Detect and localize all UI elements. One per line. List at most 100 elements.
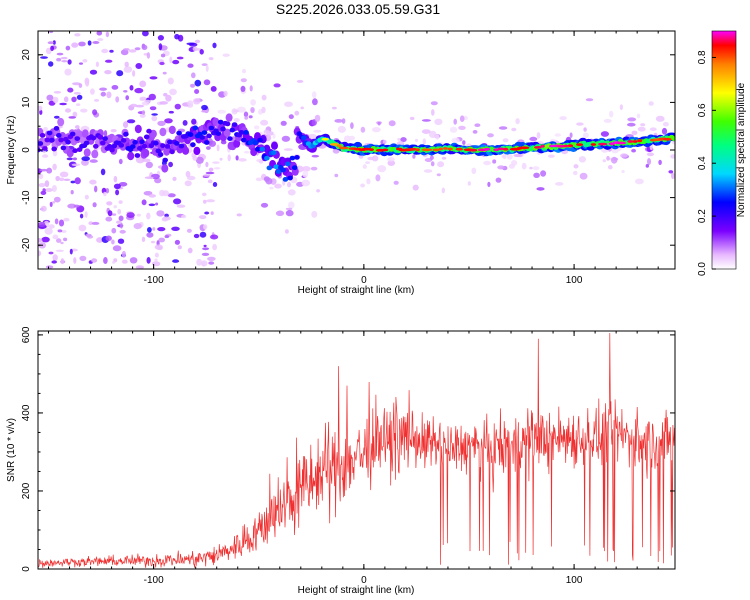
spectrogram-noise-blob [260, 202, 269, 208]
spectrogram-noise-blob [365, 161, 371, 165]
spectrogram-noise-blob [453, 118, 458, 125]
spectrogram-noise-blob [513, 153, 522, 158]
spectrogram-noise-blob [498, 126, 508, 130]
spectrogram-noise-blob [139, 80, 147, 88]
spectrogram-noise-blob [310, 166, 318, 171]
spectrogram-noise-blob [540, 170, 547, 177]
spectrogram-ridge-outer [193, 146, 201, 156]
spectrogram-noise-blob [90, 88, 95, 95]
spectrogram-ridge-mid [72, 148, 78, 154]
spectrogram-ridge-core [329, 143, 340, 146]
spectrogram-ridge-mid [241, 137, 247, 143]
spectrogram-ridge-core [497, 147, 505, 151]
spectrogram-noise-blob [38, 173, 44, 180]
spectrogram-noise-blob [483, 160, 492, 166]
spectrogram-noise-blob [236, 213, 242, 217]
spectrogram-noise-blob [182, 120, 188, 126]
colorbar-tick-label: 0.4 [697, 156, 708, 170]
spectrogram-ridge-mid [49, 137, 55, 143]
spectrogram-noise-blob [126, 212, 135, 219]
spectrogram-noise-blob [511, 127, 517, 132]
spectrogram-noise-blob [89, 69, 98, 75]
spectrogram-noise-blob [71, 163, 81, 167]
spectrogram-noise-blob [38, 238, 43, 243]
colorbar-tick-label: 0.2 [697, 209, 708, 223]
spectrogram-noise-blob [103, 257, 108, 264]
spectrogram-noise-blob [113, 183, 121, 189]
spectrogram-noise-blob [250, 107, 255, 113]
spectrogram-noise-blob [156, 210, 165, 217]
snr-x-label: Height of straight line (km) [298, 585, 415, 596]
spectrogram-noise-blob [620, 153, 628, 158]
spectrogram-ridge-mid [176, 130, 182, 136]
spectrogram-ridge-mid [167, 139, 173, 145]
spectrogram-ridge-mid [106, 144, 113, 149]
spectrogram-noise-blob [372, 127, 381, 133]
spectrogram-noise-blob [113, 205, 117, 209]
spectrogram-noise-blob [142, 158, 151, 162]
colorbar-ticks: 0.0 0.2 0.4 0.6 0.8 [697, 50, 716, 276]
spectrogram-noise-blob [382, 139, 387, 144]
spectrogram-noise-blob [253, 125, 260, 130]
spectrogram-noise-blob [120, 49, 129, 56]
spectrogram-noise-blob [168, 161, 174, 168]
spectrogram-noise-blob [435, 134, 440, 140]
spectrogram-noise-blob [121, 259, 128, 264]
spectrogram-ridge-mid [157, 152, 164, 158]
spectrogram-noise-blob [301, 179, 310, 187]
spectrogram-noise-blob [350, 122, 354, 129]
spectrogram-ridge-outer [223, 128, 231, 137]
spectrogram-noise-blob [172, 259, 180, 263]
spectrogram-noise-blob [670, 154, 675, 159]
y-tick-label: 20 [21, 49, 32, 61]
spectrogram-noise-blob [105, 216, 113, 222]
spectrogram-noise-blob [397, 138, 401, 141]
spectrogram-noise-blob [367, 156, 375, 161]
spectrogram-ridge-mid [271, 150, 277, 156]
spectrogram-noise-blob [223, 90, 228, 97]
spectrogram-noise-blob [260, 119, 269, 126]
spectrogram-noise-blob [258, 160, 264, 164]
spectrogram-noise-blob [536, 132, 541, 139]
spectrogram-noise-blob [128, 49, 137, 53]
spectrogram-noise-blob [515, 118, 520, 125]
spectrogram-noise-blob [311, 91, 317, 99]
spectrogram-noise-blob [437, 161, 445, 168]
spectrogram-ridge-mid [187, 132, 194, 138]
spectrogram-noise-blob [185, 170, 191, 178]
spectrogram-noise-blob [521, 162, 527, 170]
spectrogram-noise-blob [84, 194, 89, 200]
spectrogram-ridge-mid [141, 143, 148, 149]
spectrogram-noise-blob [301, 166, 311, 172]
spectrogram-noise-blob [261, 94, 267, 101]
spectrogram-noise-blob [332, 106, 337, 110]
spectrogram-noise-blob [74, 177, 81, 185]
spectrogram-noise-blob [109, 49, 114, 53]
spectrogram-noise-blob [502, 138, 509, 143]
spectrogram-noise-blob [449, 126, 458, 133]
spectrogram-noise-blob [73, 204, 80, 208]
spectrogram-noise-blob [193, 98, 201, 105]
spectrogram-noise-blob [235, 155, 239, 161]
spectrogram-ridge-core [502, 147, 509, 151]
spectrogram-noise-blob [487, 181, 491, 187]
spectrogram-noise-blob [249, 85, 253, 92]
spectrogram-noise-blob [78, 83, 83, 88]
spectrogram-noise-blob [255, 177, 263, 182]
spectrogram-noise-blob [112, 245, 122, 252]
spectrogram-noise-blob [155, 202, 159, 206]
spectrogram-noise-blob [133, 223, 142, 230]
spectrogram-noise-blob [147, 227, 152, 233]
spectrogram-ridge-mid [69, 131, 76, 137]
spectrogram-noise-blob [164, 118, 173, 124]
snr-panel: -100 0 100 0 200 400 600 Height of straight l… [6, 326, 676, 596]
spectrogram-noise-blob [578, 156, 587, 163]
spectrogram-noise-blob [192, 155, 198, 161]
spectrogram-noise-blob [302, 170, 309, 178]
spectrogram-ridge-core [590, 143, 597, 146]
spectrogram-noise-blob [202, 192, 207, 197]
spectrogram-noise-blob [187, 182, 192, 186]
spectrogram-noise-blob [600, 131, 610, 137]
spectrogram-ridge-mid [204, 140, 210, 145]
spectrogram-noise-blob [608, 165, 613, 170]
